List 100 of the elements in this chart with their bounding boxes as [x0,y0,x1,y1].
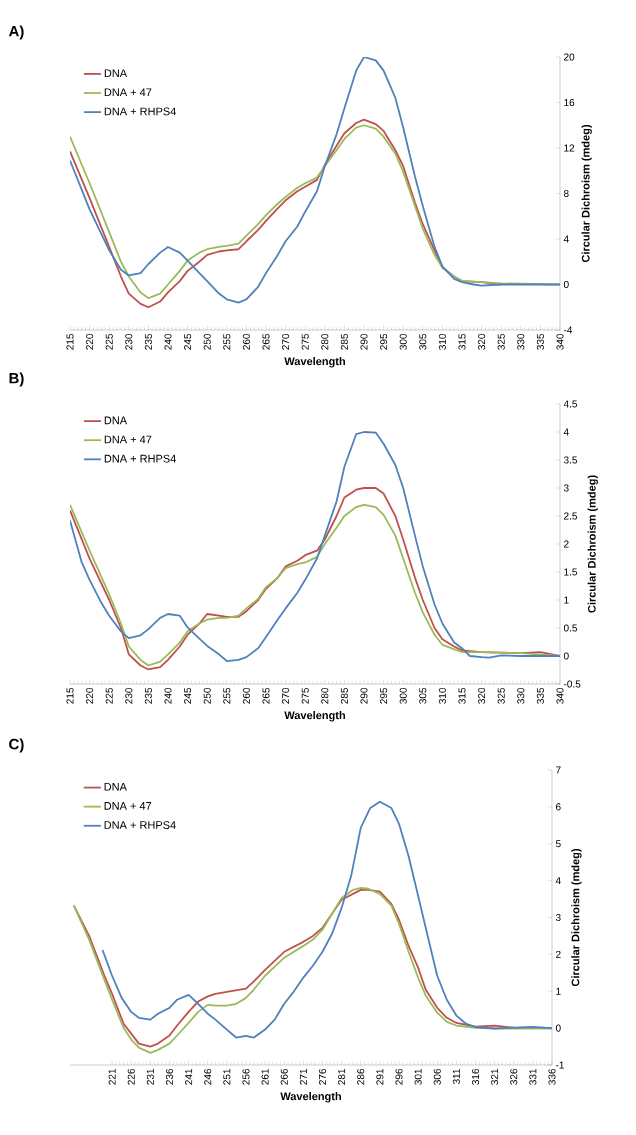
x-tick-label: 271 [299,1069,307,1085]
line-series [101,800,552,1039]
x-tick-label: 300 [399,333,407,350]
y-tick-label: 3 [563,484,569,492]
x-tick-label: 330 [517,687,525,704]
x-tick-label: 325 [497,687,505,704]
x-tick-label: 220 [86,333,94,350]
x-tick-label: 231 [146,1069,154,1085]
x-tick-label: 300 [399,687,407,704]
x-tick-label: 236 [165,1068,173,1085]
x-tick-label: 225 [105,333,113,350]
legend-label: DNA + RHPS4 [104,821,176,829]
x-tick-label: 240 [164,333,172,350]
y-tick-label: 4.5 [563,400,578,408]
y-tick-label: 12 [564,144,575,152]
x-tick-label: 285 [340,333,348,350]
x-tick-label: 305 [419,333,427,350]
legend-label: DNA + RHPS4 [104,107,176,116]
y-axis-title: Circular Dichroism (mdeg) [571,848,582,987]
x-axis-title: Wavelength [280,1092,341,1103]
x-tick-label: 320 [478,687,486,704]
y-tick-label: 8 [563,189,569,198]
legend-label: DNA + 47 [104,88,152,97]
x-tick-label: 330 [517,333,525,350]
chart-title: A) [8,25,24,40]
x-tick-label: 230 [125,687,133,704]
legend-label: DNA + 47 [104,802,152,810]
y-tick-label: 7 [556,766,561,774]
x-tick-label: 260 [242,333,250,350]
y-tick-label: 2 [564,540,569,548]
x-tick-label: 246 [204,1068,212,1085]
x-tick-label: 270 [282,333,290,350]
x-tick-label: 336 [548,1068,556,1085]
x-tick-label: 241 [185,1069,193,1085]
x-tick-label: 335 [536,687,544,704]
y-tick-label: 0 [563,652,569,660]
x-tick-label: 215 [66,687,74,704]
x-tick-label: 281 [338,1069,346,1085]
x-tick-label: 250 [203,333,211,350]
x-tick-label: 335 [536,333,544,350]
x-tick-label: 295 [380,333,388,350]
x-tick-label: 235 [144,687,152,704]
line-series [70,431,560,662]
chart-title: B) [9,372,24,387]
legend-label: DNA [104,69,128,77]
y-tick-label: 0 [555,1024,561,1032]
x-tick-label: 215 [66,333,74,350]
x-tick-label: 285 [340,687,348,704]
y-axis-title: Circular Dichroism (mdeg) [587,475,598,613]
x-tick-label: 325 [497,333,505,350]
x-tick-label: 230 [125,333,133,350]
x-tick-label: 306 [433,1068,441,1085]
y-tick-label: 4 [563,235,569,243]
x-tick-label: 251 [223,1069,231,1085]
x-tick-label: 315 [458,687,466,704]
x-tick-label: 221 [108,1069,116,1085]
x-tick-label: 226 [127,1068,135,1085]
legend-label: DNA [104,783,127,791]
y-tick-label: 16 [564,98,575,107]
x-tick-label: 245 [184,687,192,704]
line-series [70,57,560,304]
x-tick-label: 286 [357,1068,365,1085]
x-tick-label: 255 [223,333,231,350]
x-tick-label: 225 [105,687,113,704]
x-tick-label: 290 [360,333,368,350]
x-tick-label: 280 [321,333,329,350]
x-tick-label: 340 [556,687,564,704]
x-tick-label: 280 [321,687,329,704]
legend-label: DNA + 47 [104,435,152,444]
x-tick-label: 245 [184,333,192,350]
x-tick-label: 240 [164,687,172,704]
x-tick-label: 315 [458,333,466,350]
chart-title: C) [9,738,24,753]
y-tick-label: 4 [555,877,561,885]
x-tick-label: 331 [529,1069,537,1085]
x-tick-label: 260 [242,687,250,704]
x-tick-label: 265 [262,687,270,704]
y-tick-label: 2.5 [564,512,578,520]
x-tick-label: 275 [301,333,309,350]
y-tick-label: -4 [563,326,573,334]
y-tick-label: 1.5 [564,568,578,576]
x-tick-label: 220 [86,687,94,704]
x-tick-label: 275 [301,687,309,704]
y-tick-label: 3 [555,913,561,922]
legend-label: DNA + RHPS4 [104,454,176,463]
x-tick-label: 316 [471,1068,480,1085]
x-tick-label: 301 [414,1069,422,1085]
legend-label: DNA [104,416,128,425]
x-tick-label: 250 [203,687,211,704]
x-tick-label: 311 [452,1069,460,1085]
y-tick-label: -0.5 [563,680,581,688]
x-tick-label: 261 [261,1069,269,1085]
x-tick-label: 305 [419,687,427,704]
x-tick-label: 266 [280,1068,288,1085]
x-tick-label: 320 [478,333,486,350]
x-axis-title: Wavelength [284,711,345,722]
x-tick-label: 290 [360,687,368,704]
y-tick-label: 0 [563,280,569,289]
y-tick-label: 2 [556,950,561,958]
x-tick-label: 310 [438,333,446,350]
